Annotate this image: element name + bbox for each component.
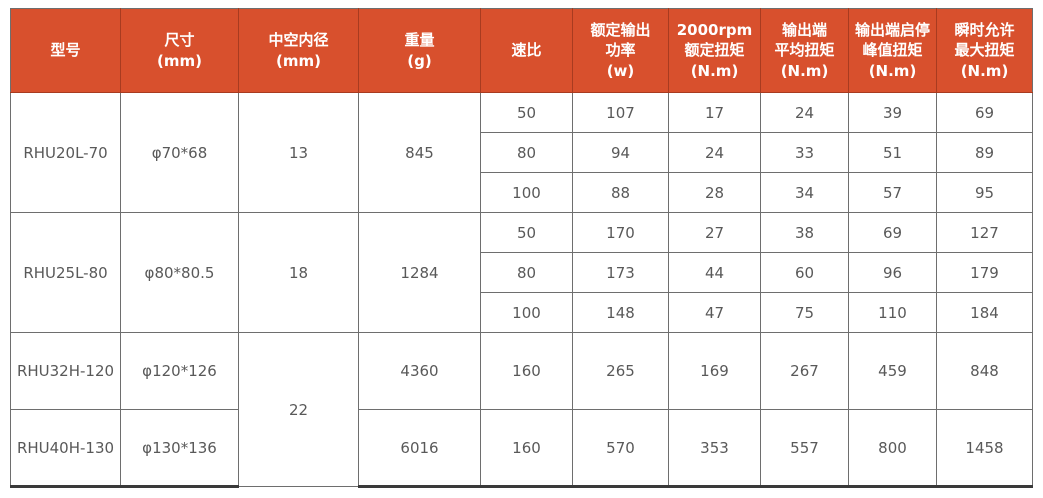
max-torque-cell: 127 (936, 212, 1033, 253)
rated-torque-cell: 24 (668, 132, 761, 173)
table-row: 100 88 28 34 57 95 (11, 172, 1033, 213)
col-header-max-torque: 瞬时允许 最大扭矩 (N.m) (936, 8, 1033, 93)
ratio-cell: 80 (480, 132, 573, 173)
size-cell: φ120*126 (120, 332, 239, 410)
rated-torque-cell: 27 (668, 212, 761, 253)
max-torque-cell: 1458 (936, 409, 1033, 488)
col-header-power: 额定输出 功率 (w) (572, 8, 669, 93)
avg-torque-cell: 34 (760, 172, 849, 213)
col-header-ratio: 速比 (480, 8, 573, 93)
power-cell: 265 (572, 332, 669, 410)
weight-cell: 6016 (358, 409, 481, 488)
ratio-cell: 160 (480, 409, 573, 488)
ratio-cell: 160 (480, 332, 573, 410)
table-row: 80 173 44 60 96 179 (11, 252, 1033, 293)
weight-cell: 4360 (358, 332, 481, 410)
peak-torque-cell: 69 (848, 212, 937, 253)
header-row: 型号 尺寸 (mm) 中空内径 (mm) 重量 (g) 速比 额定输出 功率 (… (10, 8, 1033, 93)
rated-torque-cell: 17 (668, 92, 761, 133)
size-cell: φ70*68 (120, 92, 239, 213)
power-cell: 570 (572, 409, 669, 488)
model-cell: RHU40H-130 (10, 409, 121, 488)
table-row: RHU32H-120 φ120*126 22 4360 160 265 169 … (10, 332, 1033, 487)
power-cell: 148 (572, 292, 669, 333)
power-cell: 170 (572, 212, 669, 253)
peak-torque-cell: 110 (848, 292, 937, 333)
col-header-bore: 中空内径 (mm) (238, 8, 359, 93)
table-row: RHU25L-80 φ80*80.5 18 1284 50 170 27 38 … (10, 212, 1033, 333)
rated-torque-cell: 44 (668, 252, 761, 293)
ratio-cell: 50 (480, 92, 573, 133)
max-torque-cell: 184 (936, 292, 1033, 333)
model-cell: RHU32H-120 (10, 332, 121, 410)
power-cell: 173 (572, 252, 669, 293)
avg-torque-cell: 75 (760, 292, 849, 333)
rated-torque-cell: 169 (668, 332, 761, 410)
model-cell: RHU20L-70 (10, 92, 121, 213)
peak-torque-cell: 57 (848, 172, 937, 213)
col-header-rated-torque: 2000rpm 额定扭矩 (N.m) (668, 8, 761, 93)
peak-torque-cell: 800 (848, 409, 937, 488)
avg-torque-cell: 267 (760, 332, 849, 410)
table-row: 80 94 24 33 51 89 (11, 132, 1033, 173)
col-header-size: 尺寸 (mm) (120, 8, 239, 93)
peak-torque-cell: 96 (848, 252, 937, 293)
avg-torque-cell: 24 (760, 92, 849, 133)
ratio-cell: 80 (480, 252, 573, 293)
peak-torque-cell: 459 (848, 332, 937, 410)
avg-torque-cell: 38 (760, 212, 849, 253)
bore-cell: 18 (238, 212, 359, 333)
model-cell: RHU25L-80 (10, 212, 121, 333)
table-row: RHU40H-130 φ130*136 6016 160 570 353 557… (10, 409, 1033, 488)
bore-cell: 13 (238, 92, 359, 213)
rated-torque-cell: 353 (668, 409, 761, 488)
size-cell: φ130*136 (120, 409, 239, 488)
size-cell: φ80*80.5 (120, 212, 239, 333)
bore-cell: 22 (238, 332, 359, 487)
avg-torque-cell: 60 (760, 252, 849, 293)
avg-torque-cell: 557 (760, 409, 849, 488)
ratio-cell: 100 (480, 292, 573, 333)
rated-torque-cell: 28 (668, 172, 761, 213)
power-cell: 94 (572, 132, 669, 173)
peak-torque-cell: 51 (848, 132, 937, 173)
max-torque-cell: 179 (936, 252, 1033, 293)
weight-cell: 1284 (358, 212, 481, 333)
col-header-weight: 重量 (g) (358, 8, 481, 93)
power-cell: 107 (572, 92, 669, 133)
ratio-cell: 50 (480, 212, 573, 253)
max-torque-cell: 89 (936, 132, 1033, 173)
max-torque-cell: 95 (936, 172, 1033, 213)
weight-cell: 845 (358, 92, 481, 213)
col-header-avg-torque: 输出端 平均扭矩 (N.m) (760, 8, 849, 93)
peak-torque-cell: 39 (848, 92, 937, 133)
rated-torque-cell: 47 (668, 292, 761, 333)
power-cell: 88 (572, 172, 669, 213)
col-header-model: 型号 (10, 8, 121, 93)
table-row: RHU20L-70 φ70*68 13 845 50 107 17 24 39 … (10, 92, 1033, 213)
max-torque-cell: 69 (936, 92, 1033, 133)
avg-torque-cell: 33 (760, 132, 849, 173)
spec-table: 型号 尺寸 (mm) 中空内径 (mm) 重量 (g) 速比 额定输出 功率 (… (10, 8, 1033, 488)
ratio-cell: 100 (480, 172, 573, 213)
table-row: 100 148 47 75 110 184 (11, 292, 1033, 333)
col-header-peak-torque: 输出端启停 峰值扭矩 (N.m) (848, 8, 937, 93)
max-torque-cell: 848 (936, 332, 1033, 410)
